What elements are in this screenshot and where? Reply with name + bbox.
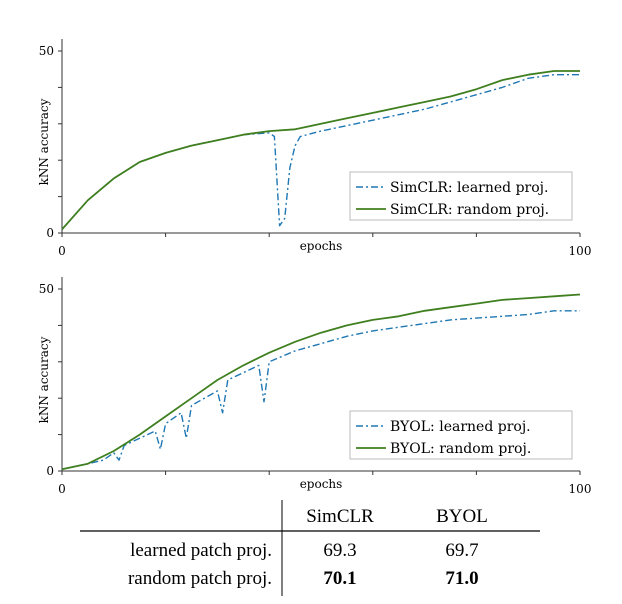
legend: BYOL: learned proj. BYOL: random proj. [349, 410, 573, 460]
table-row-label: random patch proj. [128, 568, 272, 589]
series-line-random [61, 70, 580, 230]
legend-label: SimCLR: learned proj. [390, 180, 548, 196]
legend-label: SimCLR: random proj. [390, 202, 549, 218]
x-tick-label: 0 [58, 244, 66, 258]
x-tick-label: 0 [58, 482, 66, 496]
y-axis-label: kNN accuracy [37, 336, 51, 423]
x-axis-label: epochs [300, 239, 343, 253]
x-tick-label: 100 [569, 244, 592, 258]
x-axis-label: epochs [300, 477, 343, 491]
chart-panel-1: 0 50 0 100 epochs kNN accuracy SimCLR: learned… [37, 39, 591, 258]
y-tick-label: 50 [39, 282, 54, 296]
table-row-label: learned patch proj. [130, 540, 272, 561]
y-axis-label: kNN accuracy [37, 98, 51, 185]
legend-label: BYOL: learned proj. [390, 419, 531, 435]
chart-panel-2: 0 50 0 100 epochs kNN accuracy BYOL: learned p… [37, 277, 591, 496]
table-cell: 69.3 [323, 540, 356, 561]
series-line-random [61, 293, 581, 471]
series-line-learned [61, 310, 580, 470]
x-tick-label: 100 [569, 482, 592, 496]
legend-box [349, 171, 573, 221]
table-cell: 71.0 [445, 568, 478, 589]
table-header-cell: SimCLR [306, 506, 374, 527]
results-table: SimCLR BYOL learned patch proj. 69.3 69.7 ran… [80, 500, 540, 596]
legend-box [349, 410, 573, 460]
table-cell: 70.1 [323, 568, 356, 589]
table-header-cell: BYOL [436, 506, 488, 527]
table-cell: 69.7 [445, 540, 478, 561]
legend: SimCLR: learned proj. SimCLR: random proj… [349, 171, 573, 221]
y-tick-label: 0 [46, 464, 54, 478]
legend-label: BYOL: random proj. [390, 441, 531, 457]
y-tick-label: 50 [39, 44, 54, 58]
y-tick-label: 0 [46, 226, 54, 240]
